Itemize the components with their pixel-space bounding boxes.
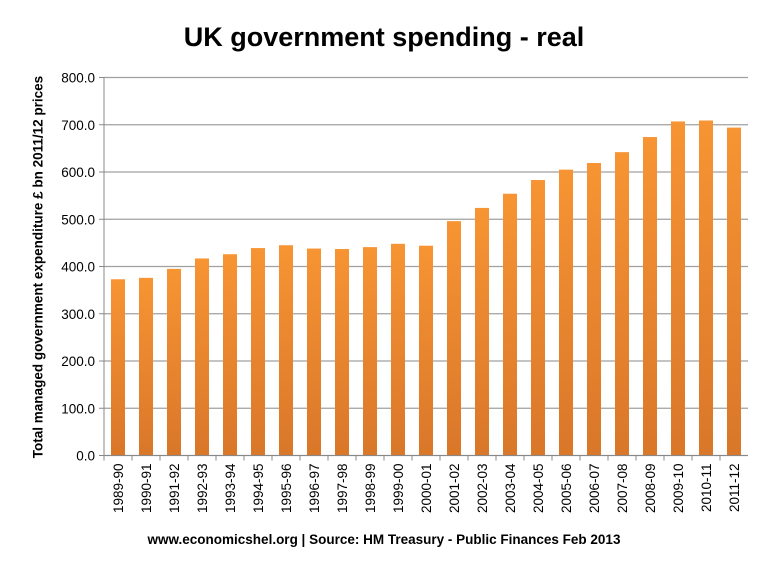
- bar-2002-03: [475, 207, 489, 456]
- bar-1995-96: [279, 245, 293, 456]
- x-tick-label: 1990-91: [139, 464, 154, 514]
- x-tick-label: 2005-06: [559, 464, 574, 514]
- bar-1990-91: [139, 277, 153, 456]
- x-tick-label: 1995-96: [279, 464, 294, 514]
- x-tick-label: 2006-07: [587, 464, 602, 514]
- bar-2008-09: [643, 137, 657, 456]
- bar-1997-98: [335, 249, 349, 456]
- x-tick-label: 1993-94: [223, 463, 238, 513]
- bar-2009-10: [671, 121, 685, 456]
- y-tick-label: 700.0: [61, 118, 95, 133]
- bar-1993-94: [223, 254, 237, 456]
- x-tick-label: 1997-98: [335, 464, 350, 514]
- x-tick-label: 1991-92: [167, 464, 182, 514]
- chart-title: UK government spending - real: [183, 22, 585, 52]
- x-tick-label: 2007-08: [615, 464, 630, 514]
- y-tick-label: 400.0: [61, 260, 95, 275]
- x-tick-label: 2000-01: [419, 464, 434, 514]
- bar-1991-92: [167, 268, 181, 456]
- bar-2006-07: [587, 163, 601, 456]
- x-tick-label: 2001-02: [447, 464, 462, 514]
- y-tick-label: 500.0: [61, 212, 95, 227]
- x-tick-label: 2002-03: [475, 464, 490, 514]
- x-tick-label: 1998-99: [363, 464, 378, 514]
- x-tick-label: 2010-11: [699, 464, 714, 513]
- x-tick-label: 2004-05: [531, 464, 546, 514]
- y-tick-label: 300.0: [61, 307, 95, 322]
- bar-1989-90: [111, 279, 125, 456]
- y-tick-label: 600.0: [61, 165, 95, 180]
- bar-2011-12: [727, 127, 741, 456]
- x-tick-label: 1994-95: [251, 464, 266, 514]
- x-tick-label: 2011-12: [727, 464, 742, 513]
- bar-1998-99: [363, 247, 377, 456]
- bar-1999-00: [391, 243, 405, 456]
- bar-2001-02: [447, 221, 461, 456]
- x-tick-label: 1996-97: [307, 464, 322, 514]
- bar-2003-04: [503, 193, 517, 456]
- bar-2000-01: [419, 245, 433, 456]
- bar-1992-93: [195, 258, 209, 456]
- x-tick-label: 2009-10: [671, 464, 686, 514]
- x-tick-label: 1999-00: [391, 464, 406, 514]
- bar-1994-95: [251, 248, 265, 456]
- y-tick-label: 100.0: [61, 401, 95, 416]
- x-tick-label: 1989-90: [111, 464, 126, 514]
- y-tick-label: 200.0: [61, 354, 95, 369]
- source-note: www.economicshel.org | Source: HM Treasu…: [147, 532, 621, 547]
- bar-2010-11: [699, 120, 713, 456]
- x-tick-label: 1992-93: [195, 464, 210, 514]
- bar-1996-97: [307, 248, 321, 456]
- y-tick-label: 0.0: [76, 449, 95, 464]
- bar-2004-05: [531, 180, 545, 456]
- bar-2007-08: [615, 152, 629, 456]
- x-tick-label: 2008-09: [643, 464, 658, 514]
- bar-2005-06: [559, 169, 573, 456]
- x-tick-label: 2003-04: [503, 463, 518, 513]
- y-tick-label: 800.0: [61, 71, 95, 86]
